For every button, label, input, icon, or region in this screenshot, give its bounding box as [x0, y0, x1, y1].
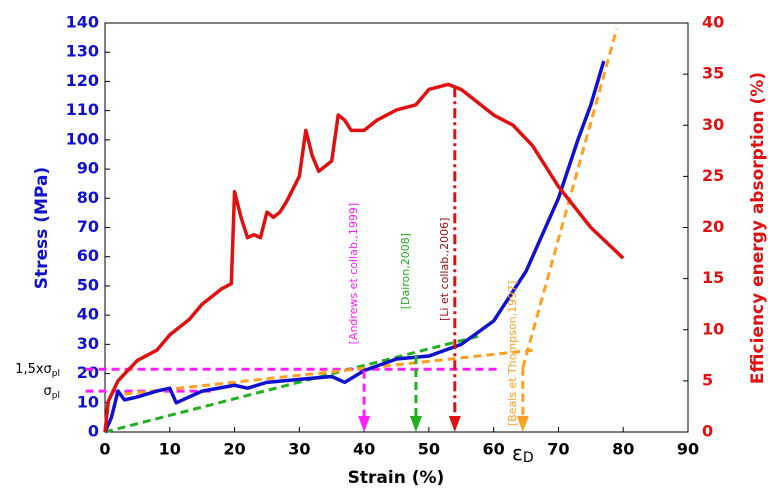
- y-axis-label: Stress (MPa): [32, 167, 52, 289]
- y2-tick-label: 35: [702, 64, 724, 83]
- y-tick-label: 110: [66, 100, 99, 119]
- x-tick-label: 80: [612, 440, 634, 459]
- y-tick-label: 60: [77, 246, 99, 265]
- x-tick-label: 50: [418, 440, 440, 459]
- y-tick-label: 40: [77, 305, 99, 324]
- arrow-head: [409, 416, 422, 432]
- y-tick-label: 0: [88, 422, 99, 441]
- y2-tick-label: 30: [702, 115, 724, 134]
- y-tick-label: 20: [77, 363, 99, 382]
- x-axis-label: Strain (%): [348, 468, 445, 488]
- arrow-label: [Andrews et collab.,1999]: [347, 203, 360, 345]
- x-tick-label: 10: [159, 440, 181, 459]
- reference-label: 1,5xσpl: [15, 362, 60, 379]
- x-tick-label: 20: [223, 440, 245, 459]
- y2-tick-label: 5: [702, 370, 713, 389]
- y-tick-label: 130: [66, 42, 99, 61]
- label-sub: pl: [52, 369, 60, 379]
- x-note: εD: [512, 441, 534, 467]
- y2-tick-label: 25: [702, 166, 724, 185]
- reference-line: [104, 334, 482, 434]
- y2-tick-label: 20: [702, 217, 724, 236]
- y-tick-label: 50: [77, 275, 99, 294]
- arrow-label: [Li et collab.,2006]: [438, 218, 451, 321]
- y2-tick-label: 10: [702, 319, 724, 338]
- arrow-head: [516, 416, 529, 432]
- y-tick-label: 140: [66, 13, 99, 32]
- y2-tick-label: 0: [702, 422, 713, 441]
- y-tick-label: 80: [77, 188, 99, 207]
- label-sub: pl: [52, 391, 60, 401]
- x-tick-label: 40: [353, 440, 375, 459]
- x-tick-label: 60: [483, 440, 505, 459]
- y-tick-label: 100: [66, 129, 99, 148]
- label-text: 1,5xσ: [15, 362, 52, 377]
- data-line: [103, 82, 625, 433]
- y2-tick-label: 15: [702, 268, 724, 287]
- arrow-label: [Beals et Thompson,1997]: [506, 281, 519, 427]
- label-text: σ: [44, 384, 52, 399]
- arrow-head: [358, 416, 371, 432]
- arrow-label: [Dairon,2008]: [399, 233, 412, 309]
- y-tick-label: 70: [77, 217, 99, 236]
- y-tick-label: 30: [77, 334, 99, 353]
- y2-axis-label: Efficiency energy absorption (%): [748, 72, 768, 384]
- data-line: [103, 60, 606, 433]
- reference-line: [124, 348, 533, 396]
- x-tick-label: 70: [547, 440, 569, 459]
- note-text: ε: [512, 441, 523, 465]
- x-tick-label: 30: [288, 440, 310, 459]
- y-tick-label: 90: [77, 159, 99, 178]
- x-tick-label: 90: [677, 440, 699, 459]
- reference-label: σpl: [44, 384, 60, 401]
- y-tick-label: 10: [77, 392, 99, 411]
- y-tick-label: 120: [66, 71, 99, 90]
- arrow-head: [448, 416, 461, 432]
- x-tick-label: 0: [99, 440, 110, 459]
- y2-tick-label: 40: [702, 13, 724, 32]
- note-sub: D: [523, 450, 534, 466]
